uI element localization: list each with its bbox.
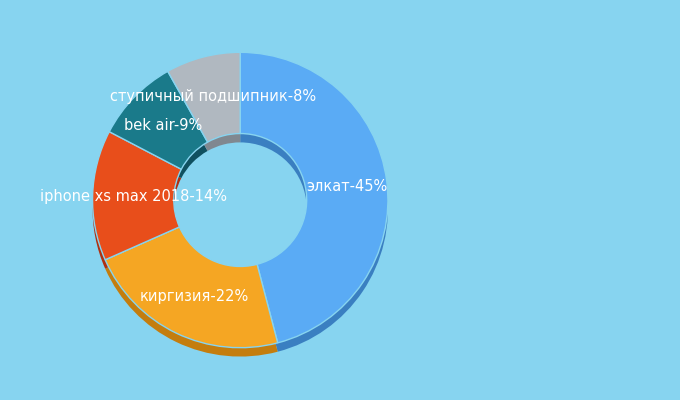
Wedge shape (92, 140, 182, 269)
Wedge shape (109, 71, 207, 169)
Wedge shape (92, 132, 182, 260)
Text: киргизия-22%: киргизия-22% (139, 289, 248, 304)
Text: элкат-45%: элкат-45% (306, 179, 387, 194)
Wedge shape (105, 227, 277, 348)
Wedge shape (240, 61, 388, 352)
Wedge shape (240, 52, 388, 343)
Text: iphone xs max 2018-14%: iphone xs max 2018-14% (39, 189, 226, 204)
Text: bek air-9%: bek air-9% (124, 118, 203, 133)
Wedge shape (109, 80, 207, 178)
Wedge shape (105, 236, 277, 356)
Wedge shape (168, 61, 240, 151)
Text: ступичный подшипник-8%: ступичный подшипник-8% (110, 89, 316, 104)
Wedge shape (168, 52, 240, 142)
